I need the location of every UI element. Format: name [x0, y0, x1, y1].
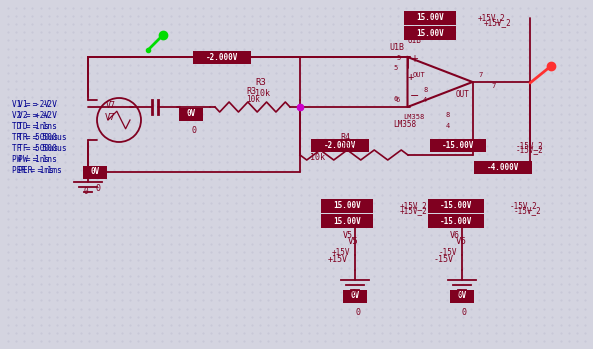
FancyBboxPatch shape [428, 214, 484, 228]
Text: TD = 1ns: TD = 1ns [12, 122, 49, 131]
Text: -15V_2: -15V_2 [516, 145, 544, 154]
Text: +15V_2: +15V_2 [478, 13, 506, 22]
Text: 7: 7 [478, 72, 482, 78]
Text: +15V_2: +15V_2 [484, 18, 512, 27]
Text: R4: R4 [340, 133, 350, 142]
Text: LM358: LM358 [393, 120, 416, 129]
Text: 4: 4 [423, 97, 427, 103]
Text: 0: 0 [191, 126, 196, 135]
Text: V6: V6 [456, 237, 467, 246]
FancyBboxPatch shape [83, 165, 107, 178]
Text: -15V: -15V [439, 248, 458, 257]
Text: 6: 6 [393, 96, 397, 102]
Text: -15V: -15V [434, 255, 454, 264]
Text: +15V_2: +15V_2 [400, 206, 428, 215]
Text: -15.00V: -15.00V [442, 141, 474, 149]
FancyBboxPatch shape [404, 11, 456, 25]
Text: V2 = +2V: V2 = +2V [18, 111, 57, 120]
Text: 7: 7 [491, 83, 495, 89]
Text: V1 = -2V: V1 = -2V [18, 100, 57, 109]
Text: 0V: 0V [457, 291, 467, 300]
Text: R3: R3 [255, 78, 266, 87]
Text: +15V_2: +15V_2 [400, 201, 428, 210]
Text: 0V: 0V [186, 110, 196, 119]
Text: -15V_2: -15V_2 [516, 141, 544, 150]
Text: 0: 0 [84, 187, 88, 196]
Text: 6: 6 [396, 97, 400, 103]
Text: 15.00V: 15.00V [416, 29, 444, 37]
Text: 5: 5 [393, 65, 397, 71]
Text: 5: 5 [396, 55, 400, 61]
Text: V2 = +2V: V2 = +2V [12, 111, 49, 120]
Text: 10k: 10k [310, 153, 325, 162]
Text: 0: 0 [183, 113, 187, 122]
Text: -15.00V: -15.00V [440, 201, 472, 210]
Text: −: − [410, 91, 419, 101]
Text: 4: 4 [446, 123, 450, 129]
Text: PW = 1ns: PW = 1ns [18, 155, 57, 164]
Text: TD = 1ns: TD = 1ns [18, 122, 57, 131]
Text: -4.000V: -4.000V [487, 163, 519, 171]
Text: 8: 8 [423, 87, 427, 93]
Text: -15V_2: -15V_2 [514, 206, 542, 215]
FancyBboxPatch shape [343, 290, 367, 303]
Text: U1B: U1B [389, 43, 404, 52]
Text: 15.00V: 15.00V [416, 14, 444, 22]
Text: +: + [410, 54, 418, 64]
Text: PER = 1ms: PER = 1ms [12, 166, 53, 175]
Text: 0: 0 [355, 308, 360, 317]
Text: U1B: U1B [408, 36, 422, 45]
FancyBboxPatch shape [321, 214, 373, 228]
Text: 10k: 10k [340, 142, 354, 151]
Text: 0: 0 [458, 289, 463, 298]
Text: -2.000V: -2.000V [206, 52, 238, 61]
Text: V5: V5 [348, 237, 359, 246]
Text: V1 = -2V: V1 = -2V [12, 100, 49, 109]
Text: +: + [407, 72, 413, 82]
Text: R3: R3 [246, 87, 256, 96]
FancyBboxPatch shape [193, 51, 251, 64]
Text: TR = 500us: TR = 500us [18, 133, 67, 142]
FancyBboxPatch shape [450, 290, 474, 303]
Text: LM358: LM358 [403, 114, 424, 120]
Text: 15.00V: 15.00V [333, 201, 361, 210]
Text: V7: V7 [105, 113, 116, 122]
Text: +15V: +15V [332, 248, 350, 257]
Text: +15V: +15V [328, 255, 348, 264]
FancyBboxPatch shape [430, 139, 486, 151]
FancyBboxPatch shape [179, 107, 203, 120]
Text: 8: 8 [446, 112, 450, 118]
Text: PW = 1ns: PW = 1ns [12, 155, 49, 164]
Text: TF = 500us: TF = 500us [18, 144, 67, 153]
Text: OUT: OUT [456, 90, 470, 99]
FancyBboxPatch shape [311, 139, 369, 151]
Text: -2.000V: -2.000V [324, 141, 356, 149]
Text: -: - [407, 99, 415, 112]
Text: 15.00V: 15.00V [333, 216, 361, 225]
Text: TF = 500us: TF = 500us [12, 144, 58, 153]
Text: PER = 1ms: PER = 1ms [18, 166, 62, 175]
Text: OUT: OUT [413, 72, 426, 78]
FancyBboxPatch shape [404, 26, 456, 40]
FancyBboxPatch shape [321, 199, 373, 213]
FancyBboxPatch shape [474, 161, 532, 173]
Text: 0: 0 [462, 308, 467, 317]
FancyBboxPatch shape [428, 199, 484, 213]
Text: -15V_2: -15V_2 [510, 201, 538, 210]
Text: V7: V7 [106, 101, 116, 110]
Text: V6: V6 [450, 231, 460, 240]
Text: 0: 0 [351, 289, 356, 298]
Text: V5: V5 [343, 231, 353, 240]
Text: R4: R4 [310, 142, 321, 151]
Text: TR = 500us: TR = 500us [12, 133, 58, 142]
Text: 10k: 10k [255, 89, 270, 98]
Text: 0V: 0V [350, 291, 359, 300]
Text: -15.00V: -15.00V [440, 216, 472, 225]
Text: 0V: 0V [90, 168, 100, 177]
Text: 0: 0 [95, 184, 100, 193]
Text: 10k: 10k [246, 95, 260, 104]
